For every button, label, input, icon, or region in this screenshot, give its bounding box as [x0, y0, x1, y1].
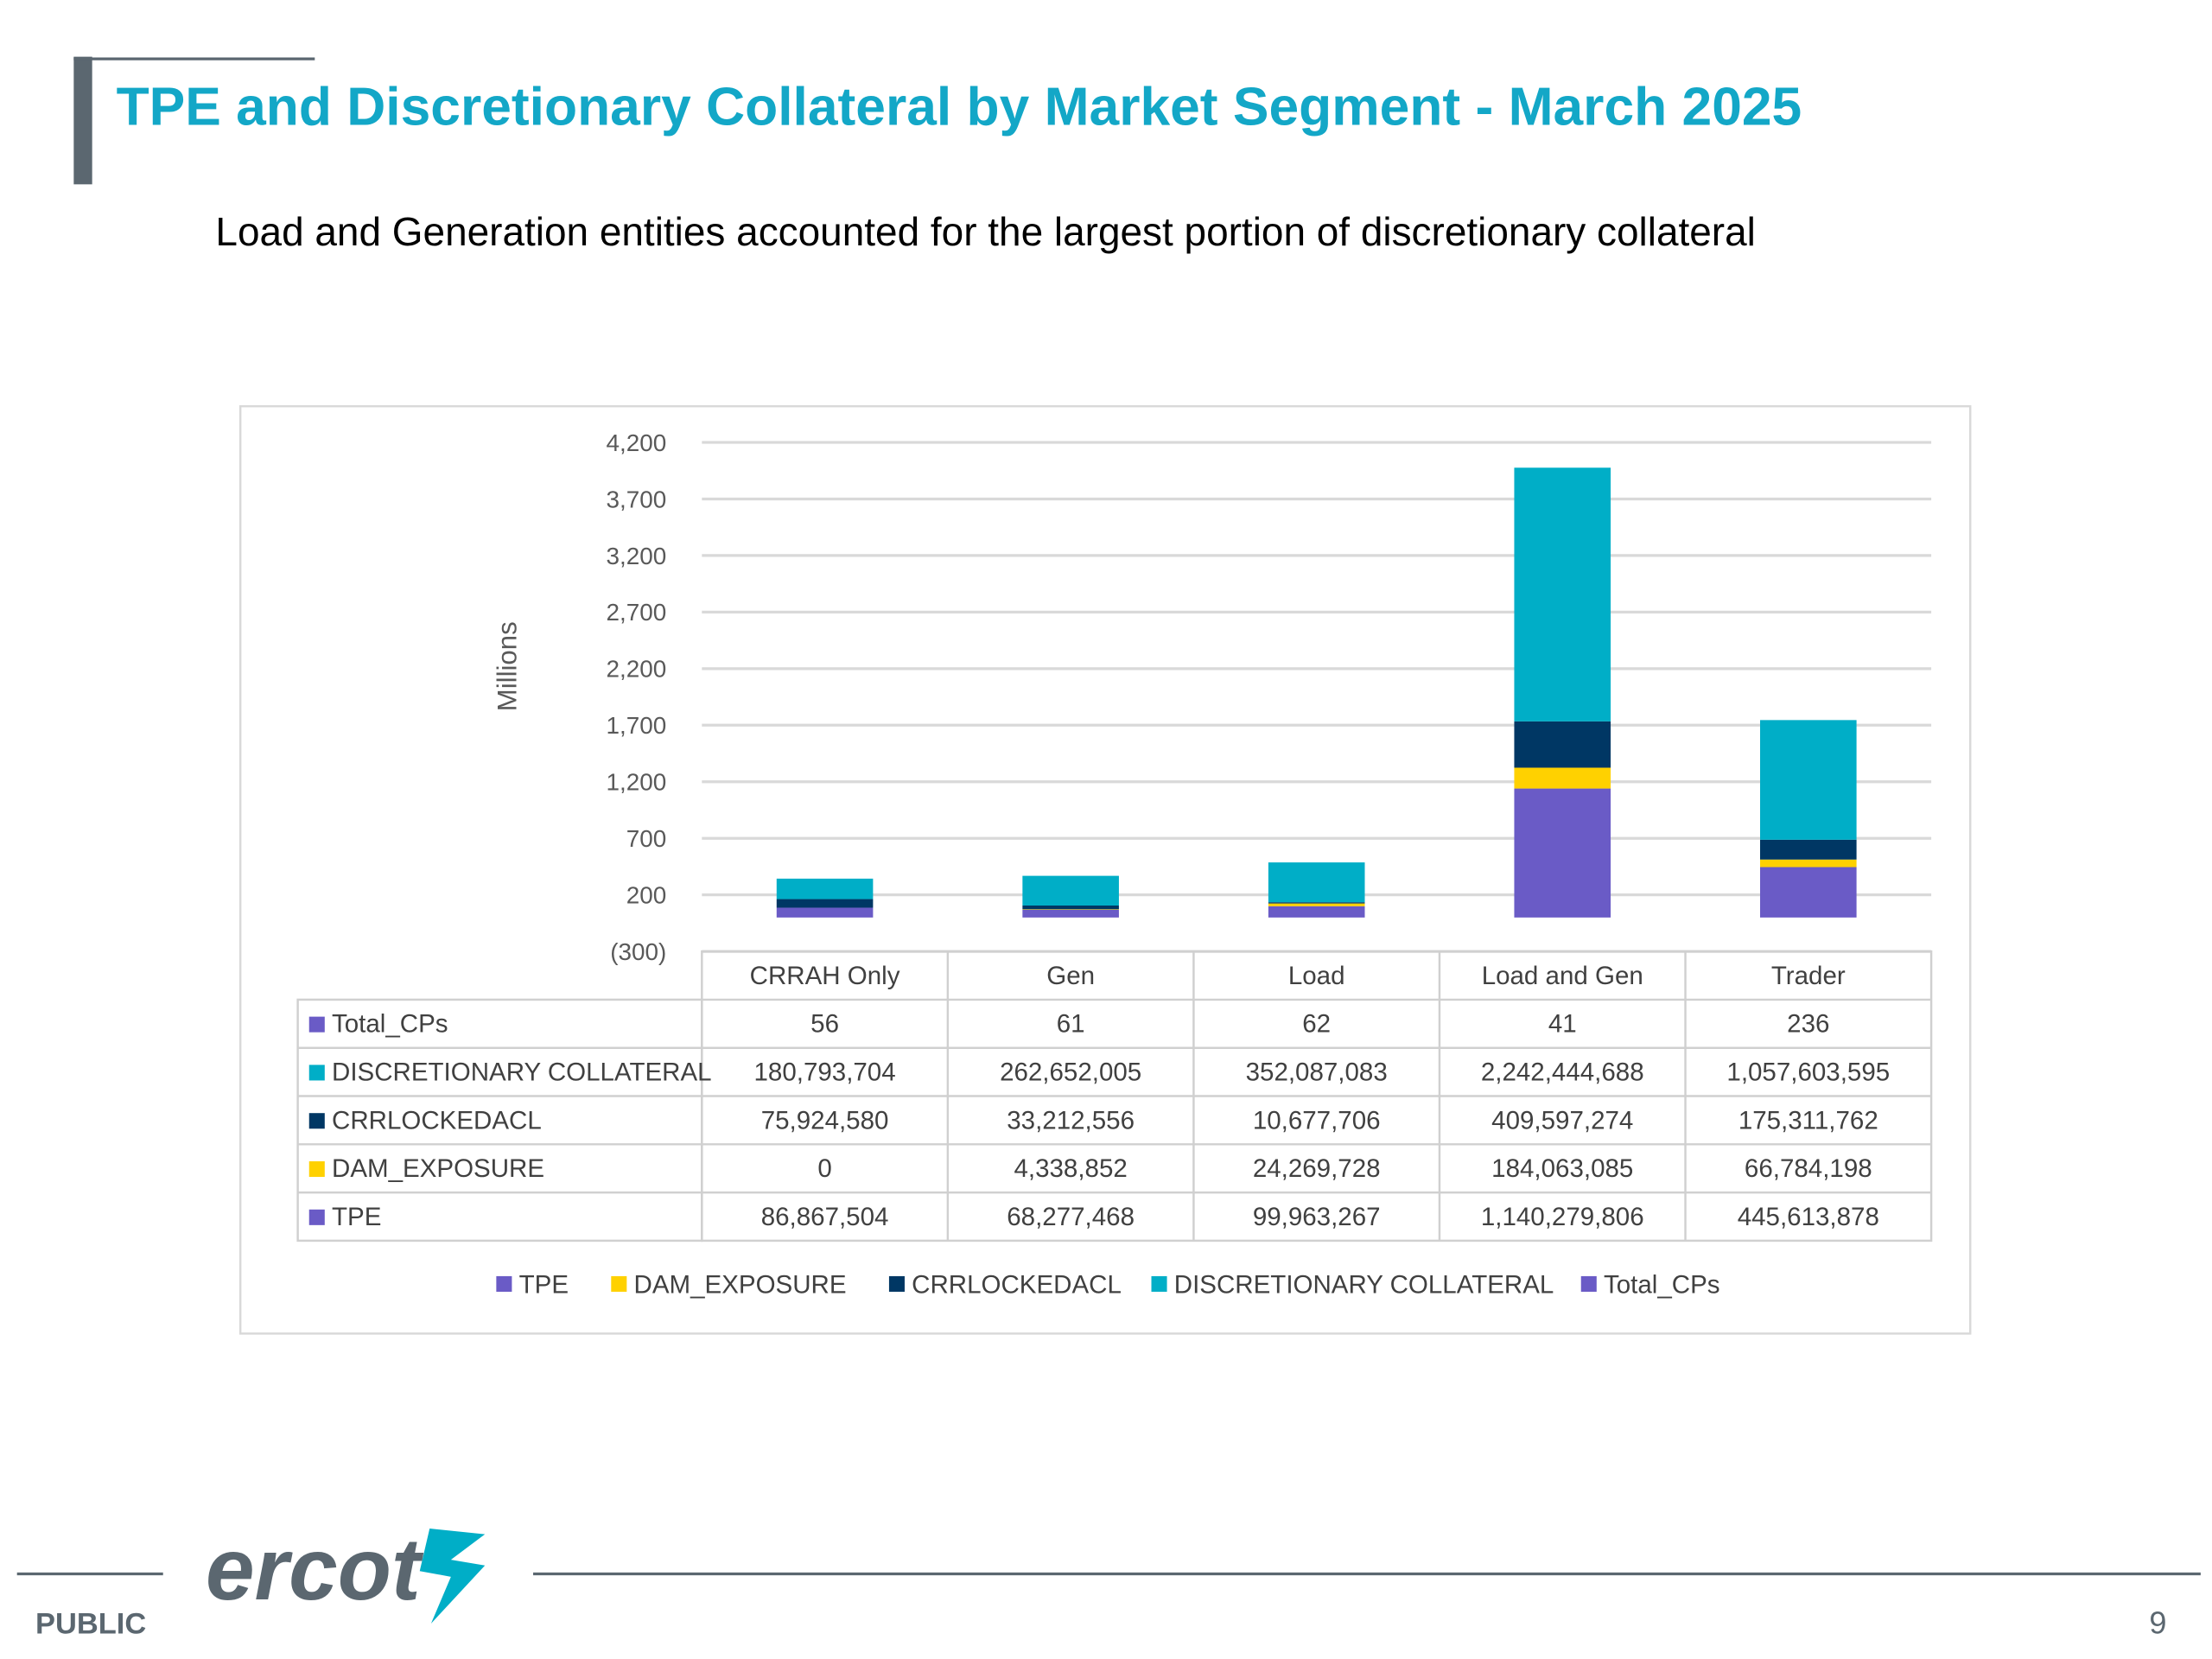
- y-tick-label: 2,200: [607, 656, 667, 683]
- y-tick-label: 1,200: [607, 769, 667, 796]
- logo-text: ercot: [206, 1520, 424, 1618]
- bar-segment: [1514, 767, 1611, 789]
- table-row-label: DISCRETIONARY COLLATERAL: [332, 1058, 712, 1086]
- legend-label: DAM_EXPOSURE: [634, 1271, 847, 1300]
- legend-key: [496, 1275, 512, 1292]
- y-tick-label: 700: [626, 825, 667, 852]
- legend-label: TPE: [519, 1271, 569, 1300]
- table-legend-key: [308, 1161, 325, 1178]
- bar-segment: [1022, 909, 1119, 918]
- bar-segment: [1760, 839, 1857, 860]
- y-axis-label: Millions: [492, 621, 522, 711]
- bar-segment: [1760, 720, 1857, 840]
- classification: PUBLIC: [35, 1607, 146, 1640]
- bar-segment: [1514, 788, 1611, 918]
- table-cell: 56: [810, 1010, 839, 1039]
- bar-segment: [1268, 862, 1365, 903]
- table-cell: 10,677,706: [1253, 1106, 1381, 1135]
- bar-segment: [776, 899, 874, 908]
- table-cell: 68,277,468: [1007, 1203, 1135, 1231]
- bar-segment: [776, 878, 874, 899]
- slide-subtitle: Load and Generation entities accounted f…: [215, 209, 1755, 254]
- table-cell: 86,867,504: [761, 1203, 889, 1231]
- legend-key: [611, 1275, 627, 1292]
- table-frame: [296, 998, 703, 1243]
- bar-segment: [1760, 859, 1857, 868]
- legend-label: Total_CPs: [1604, 1271, 1720, 1300]
- table-cell: 62: [1302, 1010, 1331, 1039]
- x-tick-label: Load and Gen: [1482, 962, 1643, 990]
- legend-label: CRRLOCKEDACL: [912, 1271, 1122, 1300]
- y-tick-label: 3,700: [607, 486, 667, 512]
- bar-segment: [1760, 867, 1857, 918]
- table-cell: 24,269,728: [1253, 1154, 1381, 1183]
- y-tick-label: 4,200: [607, 429, 667, 456]
- table-cell: 409,597,274: [1491, 1106, 1633, 1135]
- table-cell: 262,652,005: [1000, 1058, 1141, 1086]
- table-legend-key: [308, 1065, 325, 1081]
- table-legend-key: [308, 1016, 325, 1033]
- x-tick-label: Load: [1288, 962, 1345, 990]
- x-tick-label: Gen: [1046, 962, 1095, 990]
- table-cell: 2,242,444,688: [1481, 1058, 1644, 1086]
- x-tick-label: Trader: [1771, 962, 1846, 990]
- bar-segment: [776, 907, 874, 918]
- table-cell: 33,212,556: [1007, 1106, 1135, 1135]
- table-cell: 352,087,083: [1246, 1058, 1388, 1086]
- bar-segment: [1268, 903, 1365, 906]
- y-tick-label: (300): [610, 938, 666, 965]
- table-row-label: DAM_EXPOSURE: [332, 1154, 544, 1183]
- table-legend-key: [308, 1113, 325, 1129]
- table-cell: 99,963,267: [1253, 1203, 1381, 1231]
- table-cell: 4,338,852: [1014, 1154, 1127, 1183]
- y-tick-label: 2,700: [607, 599, 667, 626]
- table-row-label: Total_CPs: [332, 1010, 448, 1039]
- table-cell: 0: [817, 1154, 831, 1183]
- page-number: 9: [2149, 1605, 2166, 1640]
- bar-segment: [1022, 875, 1119, 906]
- table-cell: 75,924,580: [761, 1106, 889, 1135]
- y-tick-label: 200: [626, 882, 667, 909]
- table-cell: 236: [1787, 1010, 1829, 1039]
- bar-segment: [1268, 906, 1365, 918]
- table-cell: 180,793,704: [754, 1058, 896, 1086]
- legend-key: [1151, 1275, 1167, 1292]
- table-legend-key: [308, 1209, 325, 1225]
- chart-frame: [238, 404, 1972, 1335]
- bar-segment: [1268, 902, 1365, 904]
- legend-key: [1580, 1275, 1597, 1292]
- bar-segment: [1022, 909, 1119, 910]
- x-tick-label: CRRAH Only: [750, 962, 900, 990]
- y-tick-label: 3,200: [607, 543, 667, 569]
- slide-title: TPE and Discretionary Collateral by Mark…: [117, 77, 1802, 137]
- logo-bolt: [419, 1529, 486, 1624]
- table-row-label: CRRLOCKEDACL: [332, 1106, 542, 1135]
- legend-label: DISCRETIONARY COLLATERAL: [1174, 1271, 1554, 1300]
- table-cell: 445,613,878: [1738, 1203, 1879, 1231]
- y-tick-label: 1,700: [607, 712, 667, 739]
- bar-segment: [1514, 721, 1611, 768]
- table-cell: 184,063,085: [1491, 1154, 1633, 1183]
- legend-key: [888, 1275, 905, 1292]
- table-cell: 41: [1548, 1010, 1577, 1039]
- table-cell: 1,140,279,806: [1481, 1203, 1644, 1231]
- table-cell: 175,311,762: [1738, 1106, 1878, 1135]
- bar-segment: [1022, 905, 1119, 910]
- table-cell: 66,784,198: [1745, 1154, 1872, 1183]
- title-bar: [73, 56, 92, 185]
- bar-segment: [1514, 467, 1611, 721]
- table-cell: 61: [1057, 1010, 1085, 1039]
- table-cell: 1,057,603,595: [1726, 1058, 1890, 1086]
- table-row-label: TPE: [332, 1203, 381, 1231]
